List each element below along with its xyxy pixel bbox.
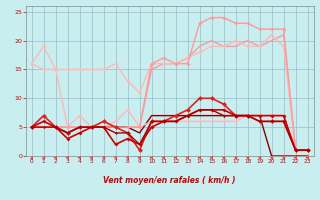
X-axis label: Vent moyen/en rafales ( km/h ): Vent moyen/en rafales ( km/h ) (103, 176, 236, 185)
